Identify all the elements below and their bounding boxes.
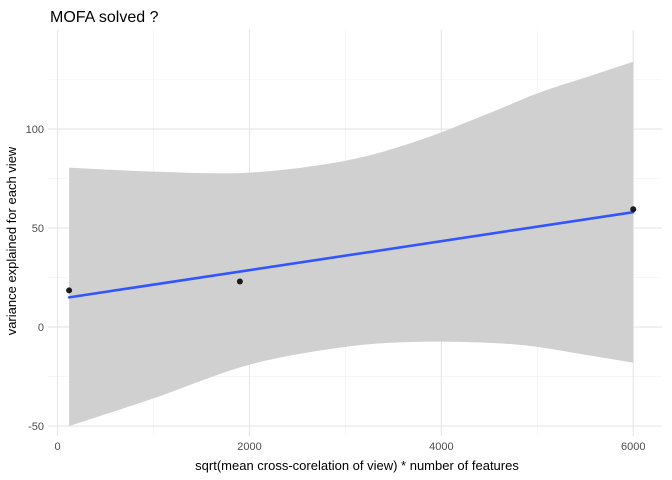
data-point (236, 278, 243, 285)
confidence-band-area (69, 61, 634, 427)
confidence-band (69, 61, 634, 427)
fit-line-group (67, 210, 635, 299)
x-tick-label: 4000 (429, 441, 453, 453)
x-tick-label: 2000 (237, 441, 261, 453)
y-tick-label: 100 (26, 124, 44, 136)
data-point (630, 206, 637, 213)
x-tick-label: 0 (55, 441, 61, 453)
chart-title: MOFA solved ? (50, 9, 159, 26)
data-point (66, 287, 73, 294)
x-ticks: 0 2000 4000 6000 (55, 441, 646, 453)
y-ticks: -50 0 50 100 (26, 124, 44, 433)
y-tick-label: -50 (28, 421, 44, 433)
fit-line (67, 210, 635, 299)
data-points (66, 206, 637, 294)
y-tick-label: 0 (38, 322, 44, 334)
y-tick-label: 50 (32, 223, 44, 235)
x-axis-label: sqrt(mean cross-corelation of view) * nu… (195, 458, 519, 473)
y-axis-label: variance explained for each view (4, 146, 19, 335)
x-tick-label: 6000 (621, 441, 645, 453)
